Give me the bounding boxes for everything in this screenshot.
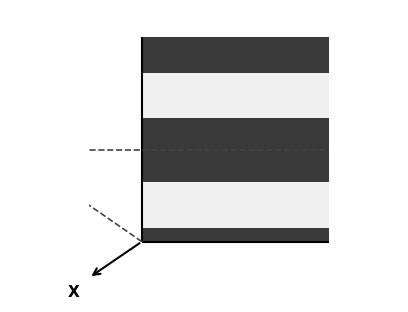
Polygon shape	[142, 13, 408, 73]
Polygon shape	[142, 228, 408, 241]
Polygon shape	[142, 0, 408, 13]
Text: X: X	[68, 285, 80, 300]
Polygon shape	[142, 73, 408, 118]
Polygon shape	[142, 182, 408, 228]
Polygon shape	[142, 118, 408, 182]
